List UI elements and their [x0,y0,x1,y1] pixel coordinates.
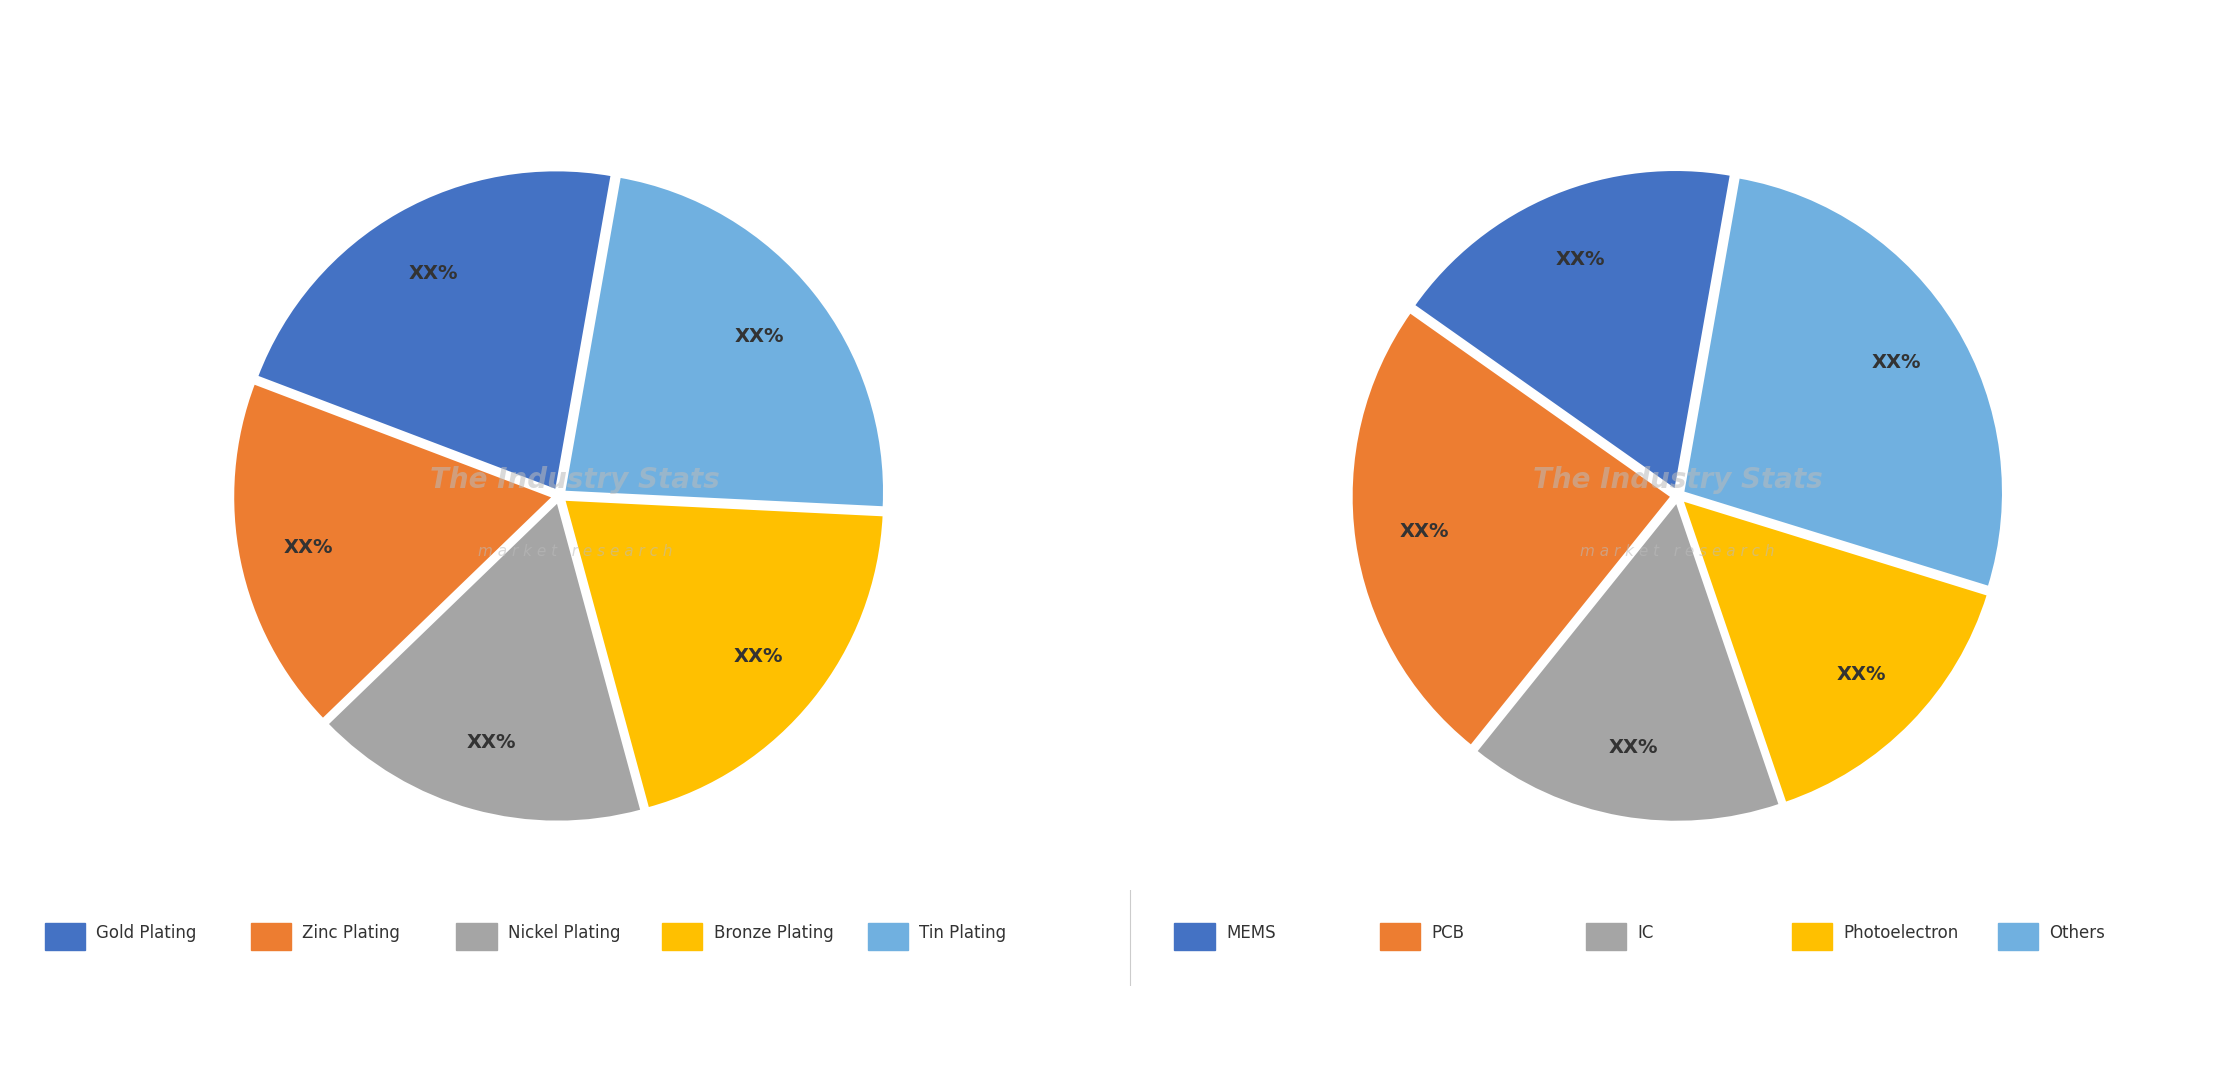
Bar [1380,923,1420,950]
Wedge shape [1351,312,1671,746]
Text: Photoelectron: Photoelectron [1843,924,1960,942]
Text: Nickel Plating: Nickel Plating [508,924,620,942]
Bar [1174,923,1215,950]
Text: MEMS: MEMS [1226,924,1275,942]
Wedge shape [1682,500,1989,803]
Text: Others: Others [2049,924,2105,942]
Wedge shape [564,177,884,507]
Bar [1998,923,2038,950]
Text: Website: www.theindustrystats.com: Website: www.theindustrystats.com [1843,1017,2210,1035]
Text: The Industry Stats: The Industry Stats [1532,466,1823,494]
Text: XX%: XX% [468,732,517,752]
Bar [868,923,908,950]
Bar [1792,923,1832,950]
Bar [662,923,702,950]
Text: Tin Plating: Tin Plating [919,924,1007,942]
Text: XX%: XX% [407,263,459,282]
Text: Zinc Plating: Zinc Plating [302,924,400,942]
Text: IC: IC [1637,924,1653,942]
Text: m a r k e t   r e s e a r c h: m a r k e t r e s e a r c h [479,544,673,560]
Text: XX%: XX% [1872,353,1922,372]
Text: XX%: XX% [1837,664,1886,683]
Text: Bronze Plating: Bronze Plating [714,924,834,942]
Text: PCB: PCB [1432,924,1465,942]
Wedge shape [1414,169,1731,489]
Bar [456,923,497,950]
Text: Fig. Global Plating for Semiconductors Market Share by Product Types & Applicati: Fig. Global Plating for Semiconductors M… [27,33,1479,63]
Text: XX%: XX% [284,537,333,556]
Text: Gold Plating: Gold Plating [96,924,197,942]
Text: XX%: XX% [734,326,783,345]
Text: m a r k e t   r e s e a r c h: m a r k e t r e s e a r c h [1582,544,1774,560]
Wedge shape [1476,502,1781,822]
Bar [251,923,291,950]
Text: XX%: XX% [1555,249,1604,269]
Bar [45,923,85,950]
Text: XX%: XX% [1400,521,1450,540]
Wedge shape [257,171,611,490]
Text: The Industry Stats: The Industry Stats [430,466,720,494]
Text: Email: sales@theindustrystats.com: Email: sales@theindustrystats.com [942,1017,1295,1035]
Wedge shape [233,384,553,720]
Bar [1586,923,1626,950]
Text: XX%: XX% [1608,738,1658,757]
Wedge shape [327,502,642,822]
Text: Source: Theindustrystats Analysis: Source: Theindustrystats Analysis [27,1017,371,1035]
Wedge shape [564,500,884,808]
Text: XX%: XX% [734,646,783,665]
Wedge shape [1682,177,2002,587]
